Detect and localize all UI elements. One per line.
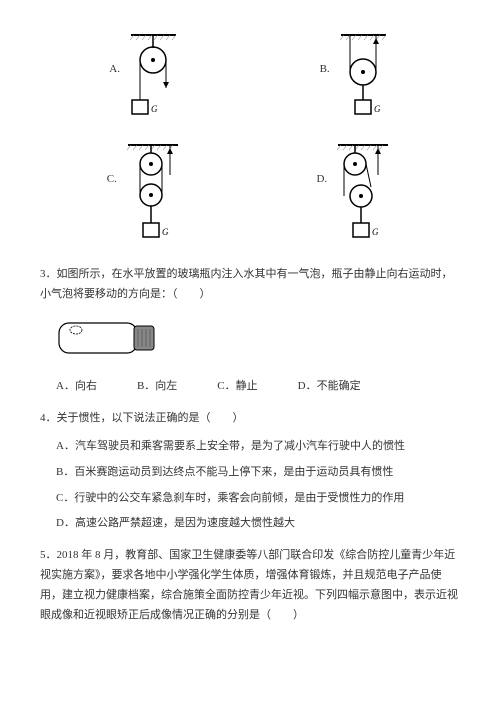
- option-label: B.: [320, 60, 330, 80]
- pulley-option-c: C. G: [107, 140, 183, 245]
- option-a: A．汽车驾驶员和乘客需要系上安全带，是为了减小汽车行驶中人的惯性: [56, 437, 460, 457]
- option-b: B．百米赛跑运动员到达终点不能马上停下来，是由于运动员具有惯性: [56, 463, 460, 483]
- pulley-diagram-c: G: [123, 140, 183, 245]
- pulley-option-d: D. G: [316, 140, 393, 245]
- option-b: B．向左: [137, 377, 177, 397]
- option-d: D．不能确定: [298, 377, 361, 397]
- question-text: 3．如图所示，在水平放置的玻璃瓶内注入水其中有一气泡，瓶子由静止向右运动时，小气…: [40, 265, 460, 305]
- question-text: 4．关于惯性，以下说法正确的是（ ）: [40, 409, 460, 429]
- option-label: D.: [316, 170, 327, 190]
- pulley-option-b: B. G: [320, 30, 391, 120]
- question-4: 4．关于惯性，以下说法正确的是（ ） A．汽车驾驶员和乘客需要系上安全带，是为了…: [40, 409, 460, 534]
- question-3: 3．如图所示，在水平放置的玻璃瓶内注入水其中有一气泡，瓶子由静止向右运动时，小气…: [40, 265, 460, 397]
- pulley-row-2: C. G D.: [40, 140, 460, 245]
- pulley-diagram-a: G: [126, 30, 181, 120]
- svg-text:G: G: [372, 227, 379, 237]
- option-d: D．高速公路严禁超速，是因为速度越大惯性越大: [56, 514, 460, 534]
- q4-options: A．汽车驾驶员和乘客需要系上安全带，是为了减小汽车行驶中人的惯性 B．百米赛跑运…: [56, 437, 460, 534]
- svg-text:G: G: [151, 104, 158, 114]
- option-a: A．向右: [56, 377, 97, 397]
- pulley-diagram-d: G: [333, 140, 393, 245]
- bottle-diagram: [56, 315, 460, 368]
- pulley-row-1: A. G B.: [40, 30, 460, 120]
- option-c: C．行驶中的公交车紧急刹车时，乘客会向前倾，是由于受惯性力的作用: [56, 489, 460, 509]
- question-text: 5．2018 年 8 月，教育部、国家卫生健康委等八部门联合印发《综合防控儿童青…: [40, 546, 460, 625]
- q3-options: A．向右 B．向左 C．静止 D．不能确定: [56, 377, 460, 397]
- option-label: C.: [107, 170, 117, 190]
- svg-text:G: G: [162, 227, 169, 237]
- option-label: A.: [109, 60, 120, 80]
- svg-text:G: G: [374, 104, 381, 114]
- option-c: C．静止: [217, 377, 257, 397]
- pulley-option-a: A. G: [109, 30, 181, 120]
- question-5: 5．2018 年 8 月，教育部、国家卫生健康委等八部门联合印发《综合防控儿童青…: [40, 546, 460, 625]
- pulley-diagram-b: G: [336, 30, 391, 120]
